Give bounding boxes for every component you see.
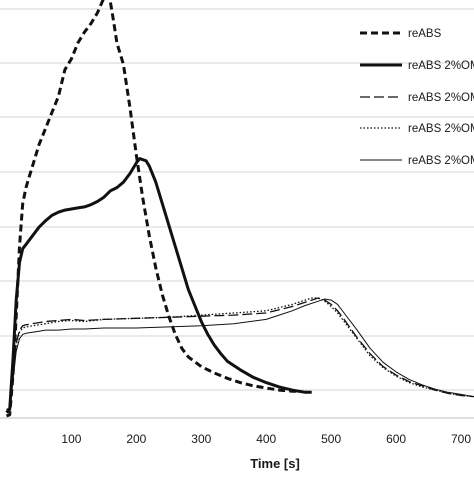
legend-label-3: reABS 2%OM xyxy=(408,92,474,104)
series-line-1 xyxy=(7,0,299,416)
x-tick-label: 100 xyxy=(61,432,81,446)
x-tick-label: 700 xyxy=(451,432,471,446)
x-tick-label: 600 xyxy=(386,432,406,446)
x-tick-label: 200 xyxy=(126,432,146,446)
x-axis-title: Time [s] xyxy=(250,456,300,471)
legend-label-2: reABS 2%OM xyxy=(408,60,474,72)
series-line-3 xyxy=(7,298,474,409)
legend: reABS reABS 2%OM reABS 2%OM reABS 2%OM reABS… xyxy=(360,28,474,167)
x-tick-label: 400 xyxy=(256,432,276,446)
legend-label-5: reABS 2%OM xyxy=(408,155,474,167)
series-lines xyxy=(7,0,474,416)
series-line-5 xyxy=(7,299,474,412)
gridlines xyxy=(0,9,474,390)
x-tick-label: 300 xyxy=(191,432,211,446)
legend-label-1: reABS xyxy=(408,28,442,40)
legend-label-4: reABS 2%OM xyxy=(408,123,474,135)
x-tick-labels: 100 200 300 400 500 600 700 xyxy=(61,432,471,446)
x-tick-label: 500 xyxy=(321,432,341,446)
series-line-4 xyxy=(7,298,474,411)
